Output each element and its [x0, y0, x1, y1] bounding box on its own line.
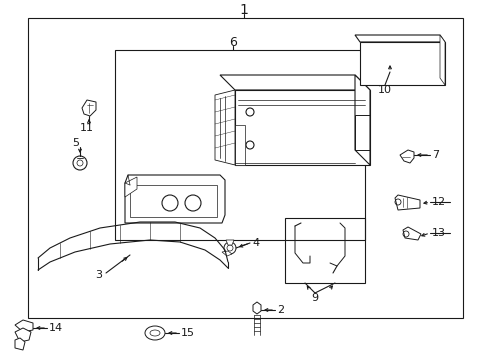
Bar: [115, 50, 364, 240]
Polygon shape: [359, 42, 444, 85]
Text: 14: 14: [49, 323, 63, 333]
Bar: [354, 115, 369, 150]
Text: 4: 4: [251, 238, 259, 248]
Polygon shape: [130, 185, 217, 217]
Polygon shape: [125, 175, 224, 223]
Polygon shape: [215, 90, 235, 165]
Polygon shape: [235, 90, 369, 165]
Polygon shape: [15, 320, 33, 332]
Polygon shape: [220, 75, 369, 90]
Polygon shape: [125, 177, 137, 197]
Polygon shape: [439, 35, 444, 85]
Text: 15: 15: [181, 328, 195, 338]
Polygon shape: [15, 328, 31, 342]
Polygon shape: [222, 251, 231, 256]
Text: 10: 10: [377, 85, 391, 95]
Polygon shape: [354, 35, 444, 42]
Polygon shape: [235, 125, 244, 165]
Polygon shape: [399, 150, 413, 163]
Bar: [28, 18, 462, 318]
Text: 9: 9: [311, 293, 318, 303]
Text: 13: 13: [431, 228, 445, 238]
Polygon shape: [354, 75, 369, 165]
Polygon shape: [394, 195, 419, 210]
Text: 7: 7: [431, 150, 438, 160]
Text: 6: 6: [228, 36, 237, 49]
Polygon shape: [402, 227, 420, 240]
Text: 2: 2: [276, 305, 284, 315]
Polygon shape: [15, 338, 25, 350]
Text: 5: 5: [72, 138, 79, 148]
Polygon shape: [82, 100, 96, 116]
Text: 11: 11: [80, 123, 94, 133]
Bar: [285, 218, 364, 283]
Text: 3: 3: [95, 270, 102, 280]
Text: 12: 12: [431, 197, 445, 207]
Text: 1: 1: [239, 3, 248, 17]
Polygon shape: [225, 240, 234, 245]
Polygon shape: [252, 302, 261, 314]
